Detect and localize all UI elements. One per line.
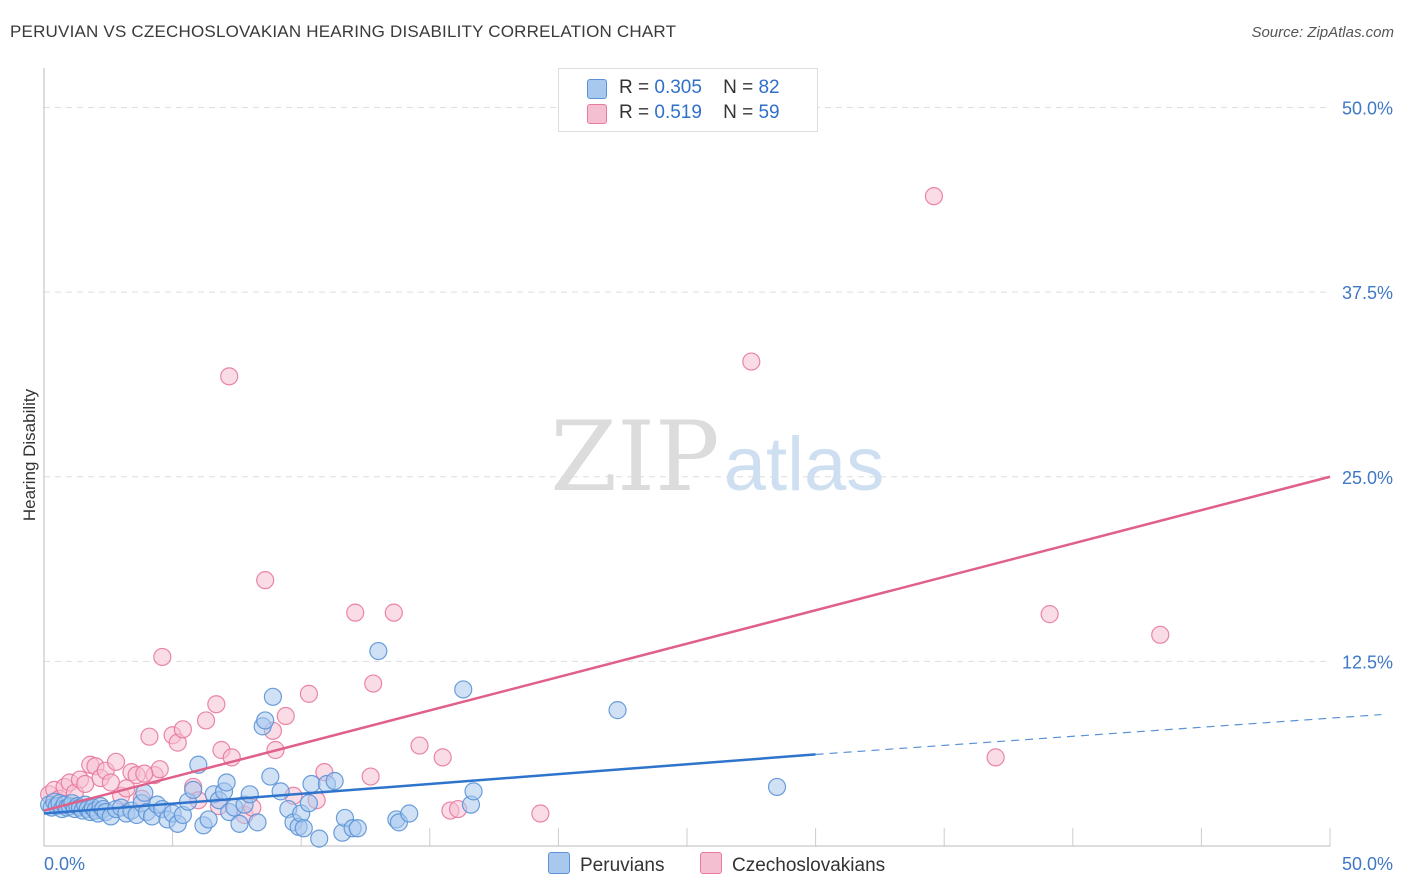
peruvians-point-63 xyxy=(294,819,313,838)
peruvians-trend-line xyxy=(43,753,816,815)
czechoslovakians-point-46 xyxy=(384,603,403,622)
legend-r-value-peruvians: 0.305 xyxy=(654,77,702,98)
czechoslovakians-point-22 xyxy=(153,647,172,667)
axes xyxy=(43,68,1330,847)
legend-box: R = 0.305 N = 82 R = 0.519 N = 59 xyxy=(558,68,818,132)
trend-lines xyxy=(43,475,1382,815)
czechoslovakians-point-21 xyxy=(150,760,169,779)
tick-labels: 12.5% 25.0% 37.5% 50.0% 0.0% 50.0% xyxy=(44,99,1393,874)
source-label: Source: ZipAtlas.com xyxy=(1251,24,1394,41)
watermark-zip: ZIP xyxy=(550,401,719,513)
czechoslovakians-point-12 xyxy=(101,773,120,792)
czechoslovakians-point-53 xyxy=(924,187,944,206)
peruvians-point-76 xyxy=(454,680,473,699)
czechoslovakians-point-57 xyxy=(135,764,154,783)
bottom-legend-peruvians: Peruvians xyxy=(548,852,665,877)
legend-n-label: N = xyxy=(723,77,754,98)
bottom-legend-czechoslovakians: Czechoslovakians xyxy=(700,852,885,877)
legend-r-label: R = xyxy=(619,77,650,98)
czechoslovakians-point-19 xyxy=(140,727,159,746)
czechoslovakians-point-45 xyxy=(364,674,383,693)
peruvians-point-57 xyxy=(263,687,283,706)
watermark-atlas: atlas xyxy=(724,422,885,507)
legend-n-value-czechoslovakians: 59 xyxy=(758,102,780,123)
peruvians-point-50 xyxy=(230,814,249,833)
czechoslovakians-point-35 xyxy=(256,571,275,590)
legend-r-label: R = xyxy=(619,102,650,123)
peruvians-point-67 xyxy=(325,771,344,791)
peruvians-point-43 xyxy=(199,810,218,829)
peruvians-point-47 xyxy=(217,773,236,792)
watermark: ZIP atlas xyxy=(550,401,884,513)
czechoslovakians-point-38 xyxy=(276,706,295,726)
czechoslovakians-point-48 xyxy=(433,748,452,767)
peruvians-point-79 xyxy=(608,701,627,720)
y-tick-label-1: 25.0% xyxy=(1342,468,1393,488)
legend-text-czechoslovakians: R = 0.519 N = 59 xyxy=(619,102,780,124)
bottom-legend-swatch-peruvians xyxy=(548,852,570,874)
peruvians-point-64 xyxy=(302,774,321,794)
czechoslovakians-point-47 xyxy=(410,736,429,755)
czechoslovakians-point-55 xyxy=(1040,605,1059,624)
czechoslovakians-point-25 xyxy=(173,720,192,739)
czechoslovakians-point-44 xyxy=(361,767,380,786)
bottom-legend-swatch-czechoslovakians xyxy=(700,852,722,874)
y-axis-label: Hearing Disability xyxy=(20,388,39,522)
peruvians-point-72 xyxy=(369,641,388,661)
y-tick-label-3: 50.0% xyxy=(1342,99,1393,119)
legend-n-value-peruvians: 82 xyxy=(758,77,780,98)
czechoslovakians-point-54 xyxy=(986,748,1005,767)
peruvians-point-56 xyxy=(261,767,280,786)
czechoslovakians-point-52 xyxy=(742,352,761,371)
czechoslovakians-point-56 xyxy=(1151,625,1170,644)
peruvians-point-81 xyxy=(299,794,319,813)
czechoslovakians-point-29 xyxy=(207,695,226,714)
bottom-legend-label-czechoslovakians: Czechoslovakians xyxy=(732,855,886,876)
chart-title: PERUVIAN VS CZECHOSLOVAKIAN HEARING DISA… xyxy=(10,22,677,41)
czechoslovakians-trend-line xyxy=(43,475,1331,812)
peruvians-point-40 xyxy=(184,780,203,799)
czechoslovakians-point-40 xyxy=(299,684,319,703)
czechoslovakians-point-7 xyxy=(76,774,95,794)
legend-r-value-czechoslovakians: 0.519 xyxy=(654,102,702,123)
y-tick-label-2: 37.5% xyxy=(1342,283,1393,303)
y-tick-label-0: 12.5% xyxy=(1342,652,1393,672)
czechoslovakians-point-28 xyxy=(196,711,216,730)
peruvians-point-65 xyxy=(310,829,329,848)
peruvians-point-55 xyxy=(256,711,275,730)
x-tick-label-max: 50.0% xyxy=(1342,854,1393,874)
legend-n-label: N = xyxy=(723,102,754,123)
legend-text-peruvians: R = 0.305 N = 82 xyxy=(619,77,780,99)
peruvians-point-58 xyxy=(271,782,290,801)
peruvians-point-52 xyxy=(240,785,259,804)
legend-swatch-peruvians xyxy=(587,79,607,99)
peruvians-point-75 xyxy=(400,804,419,823)
peruvians-point-80 xyxy=(767,777,787,797)
czechoslovakians-point-43 xyxy=(346,603,365,622)
grid-lines xyxy=(43,107,1331,846)
legend-swatch-czechoslovakians xyxy=(587,104,607,124)
czechoslovakians-point-13 xyxy=(106,752,126,771)
bottom-legend-label-peruvians: Peruvians xyxy=(580,855,665,876)
peruvians-point-53 xyxy=(248,813,267,832)
czechoslovakians-point-51 xyxy=(531,804,550,823)
peruvians-point-71 xyxy=(348,819,367,838)
x-tick-label-min: 0.0% xyxy=(44,854,85,874)
peruvians-trend-extension xyxy=(815,713,1382,756)
peruvians-point-78 xyxy=(464,782,483,801)
czechoslovakians-point-32 xyxy=(220,367,239,386)
